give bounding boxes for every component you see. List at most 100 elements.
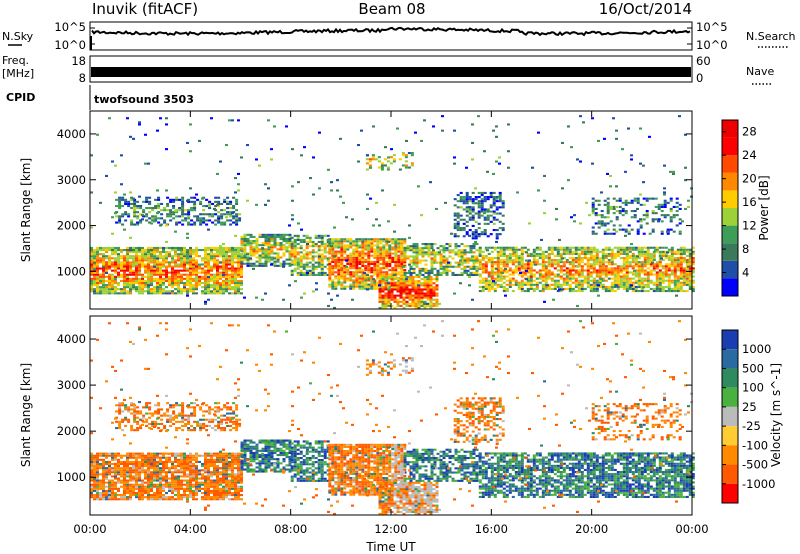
echo-cell: [156, 290, 159, 293]
echo-cell: [135, 257, 138, 260]
echo-cell: [388, 250, 392, 253]
echo-cell: [463, 245, 467, 248]
echo-cell: [343, 271, 347, 274]
echo-cell: [465, 166, 468, 169]
echo-cell: [492, 204, 496, 207]
echo-cell: [237, 255, 240, 258]
echo-cell: [216, 282, 219, 285]
echo-cell: [371, 154, 375, 157]
echo-cell: [579, 222, 582, 225]
echo-cell: [273, 246, 277, 249]
echo-cell: [297, 222, 300, 225]
echo-cell: [282, 263, 285, 266]
echo-cell: [102, 282, 105, 285]
echo-cell: [655, 285, 659, 288]
echo-cell: [117, 454, 120, 457]
echo-cell: [384, 282, 388, 285]
echo-cell: [373, 244, 377, 247]
echo-cell: [226, 196, 230, 199]
echo-cell: [108, 494, 111, 497]
echo-cell: [511, 248, 515, 251]
echo-cell: [682, 279, 686, 282]
echo-cell: [114, 253, 117, 256]
echo-cell: [669, 220, 673, 223]
echo-cell: [417, 290, 421, 293]
echo-cell: [389, 156, 393, 159]
echo-cell: [293, 243, 297, 246]
echo-cell: [397, 238, 401, 241]
echo-cell: [670, 290, 674, 293]
echo-cell: [655, 263, 659, 266]
echo-cell: [408, 284, 412, 287]
echo-cell: [484, 254, 488, 257]
echo-cell: [156, 265, 159, 268]
echo-cell: [111, 288, 114, 291]
echo-cell: [311, 251, 315, 254]
echo-cell: [627, 232, 631, 235]
echo-cell: [105, 275, 108, 278]
echo-cell: [147, 253, 150, 256]
echo-cell: [105, 471, 108, 474]
echo-cell: [162, 255, 165, 258]
echo-cell: [117, 487, 120, 490]
echo-cell: [264, 258, 268, 261]
echo-cell: [299, 259, 303, 262]
echo-cell: [189, 257, 192, 260]
echo-cell: [171, 246, 174, 249]
echo-cell: [676, 263, 680, 266]
echo-cell: [337, 262, 341, 265]
echo-cell: [537, 131, 540, 134]
echo-cell: [526, 252, 530, 255]
echo-cell: [165, 148, 168, 151]
echo-cell: [501, 222, 505, 225]
echo-cell: [376, 262, 380, 265]
echo-cell: [583, 281, 587, 284]
echo-cell: [691, 279, 695, 282]
echo-cell: [399, 292, 403, 295]
echo-cell: [317, 249, 321, 252]
echo-cell: [501, 214, 505, 217]
echo-cell: [468, 198, 472, 201]
echo-cell: [394, 265, 398, 268]
echo-cell: [535, 271, 539, 274]
echo-cell: [343, 273, 347, 276]
echo-cell: [186, 277, 189, 280]
echo-cell: [643, 246, 647, 249]
echo-cell: [114, 487, 117, 490]
echo-cell: [541, 273, 545, 276]
echo-cell: [393, 298, 397, 301]
echo-cell: [574, 248, 578, 251]
echo-cell: [639, 218, 642, 221]
echo-cell: [366, 288, 369, 291]
echo-cell: [622, 257, 626, 260]
echo-cell: [364, 267, 368, 270]
echo-cell: [205, 205, 209, 208]
echo-cell: [610, 283, 614, 286]
echo-cell: [622, 279, 626, 282]
echo-cell: [228, 279, 231, 282]
echo-cell: [349, 271, 353, 274]
echo-cell: [355, 248, 359, 251]
echo-cell: [302, 238, 306, 241]
echo-cell: [172, 217, 176, 220]
echo-cell: [169, 209, 173, 212]
echo-cell: [628, 277, 632, 280]
echo-cell: [337, 281, 341, 284]
echo-cell: [132, 257, 135, 260]
echo-cell: [688, 285, 692, 288]
echo-cell: [373, 283, 377, 286]
echo-cell: [192, 290, 195, 293]
echo-cell: [400, 238, 404, 241]
echo-cell: [634, 257, 638, 260]
echo-cell: [520, 275, 524, 278]
echo-cell: [171, 277, 174, 280]
echo-cell: [453, 204, 457, 207]
echo-cell: [457, 263, 461, 266]
echo-cell: [396, 300, 400, 303]
echo-cell: [438, 251, 441, 254]
echo-cell: [420, 139, 423, 142]
echo-cell: [418, 247, 422, 250]
echo-cell: [296, 267, 300, 270]
echo-cell: [93, 253, 96, 256]
echo-cell: [343, 258, 347, 261]
